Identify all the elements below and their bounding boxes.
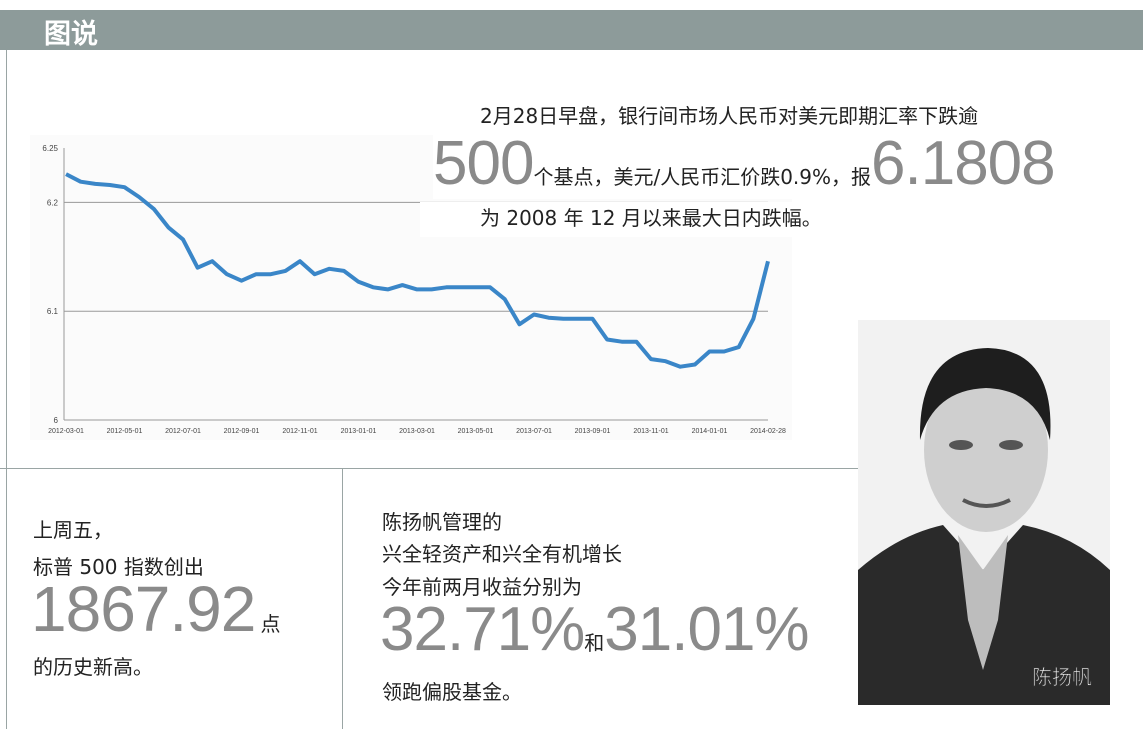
- text-row: 500个基点，美元/人民币汇价跌0.9%，报6.1808: [433, 128, 1059, 199]
- y-tick-label: 6.2: [47, 198, 59, 207]
- text: 上周五，: [33, 518, 113, 542]
- text: 的历史新高。: [33, 655, 153, 679]
- text: 2月28日早盘，银行间市场人民币对美元即期汇率下跌逾: [480, 104, 979, 128]
- x-tick-label: 2014-01-01: [692, 428, 728, 435]
- y-tick-label: 6.1: [47, 307, 59, 316]
- text: 领跑偏股基金。: [382, 680, 522, 704]
- portrait: 陈扬帆: [858, 320, 1110, 705]
- divider: [0, 468, 858, 469]
- x-tick-label: 2012-11-01: [282, 428, 317, 435]
- header-bar: [0, 10, 1143, 50]
- text-row: 1867.92 点: [31, 572, 280, 646]
- divider: [342, 468, 343, 729]
- big-number: 32.71%: [380, 595, 585, 664]
- text-row: 32.71%和31.01%: [380, 594, 810, 665]
- big-number: 31.01%: [604, 595, 809, 664]
- x-tick-label: 2012-05-01: [107, 428, 143, 435]
- x-tick-label: 2012-07-01: [165, 428, 201, 435]
- text: 兴全轻资产和兴全有机增长: [382, 542, 622, 566]
- text: 标普 500 指数创出: [33, 555, 204, 579]
- photo-caption: 陈扬帆: [1032, 666, 1092, 689]
- big-number: 6.1808: [871, 129, 1056, 198]
- text: 今年前两月收益分别为: [382, 575, 582, 599]
- big-number: 1867.92: [31, 573, 256, 645]
- big-number: 500: [433, 129, 534, 198]
- y-tick-label: 6: [54, 416, 59, 425]
- text: 陈扬帆管理的: [382, 510, 502, 534]
- text: 点: [260, 612, 281, 636]
- x-tick-label: 2013-05-01: [458, 428, 494, 435]
- x-tick-label: 2013-03-01: [399, 428, 435, 435]
- x-tick-label: 2013-11-01: [633, 428, 668, 435]
- text: 个基点，美元/人民币汇价跌0.9%，报: [533, 165, 872, 189]
- x-tick-label: 2013-07-01: [516, 428, 552, 435]
- text: 和: [584, 631, 605, 655]
- x-tick-label: 2014-02-28: [750, 428, 786, 435]
- left-border: [6, 50, 7, 729]
- text: 为 2008 年 12 月以来最大日内跌幅。: [420, 202, 828, 237]
- y-tick-label: 6.25: [42, 144, 58, 153]
- header-title: 图说: [44, 19, 98, 50]
- rate-line: [65, 172, 770, 369]
- x-tick-label: 2013-09-01: [575, 428, 611, 435]
- x-tick-label: 2012-09-01: [224, 428, 260, 435]
- x-tick-label: 2013-01-01: [341, 428, 377, 435]
- x-tick-label: 2012-03-01: [48, 428, 84, 435]
